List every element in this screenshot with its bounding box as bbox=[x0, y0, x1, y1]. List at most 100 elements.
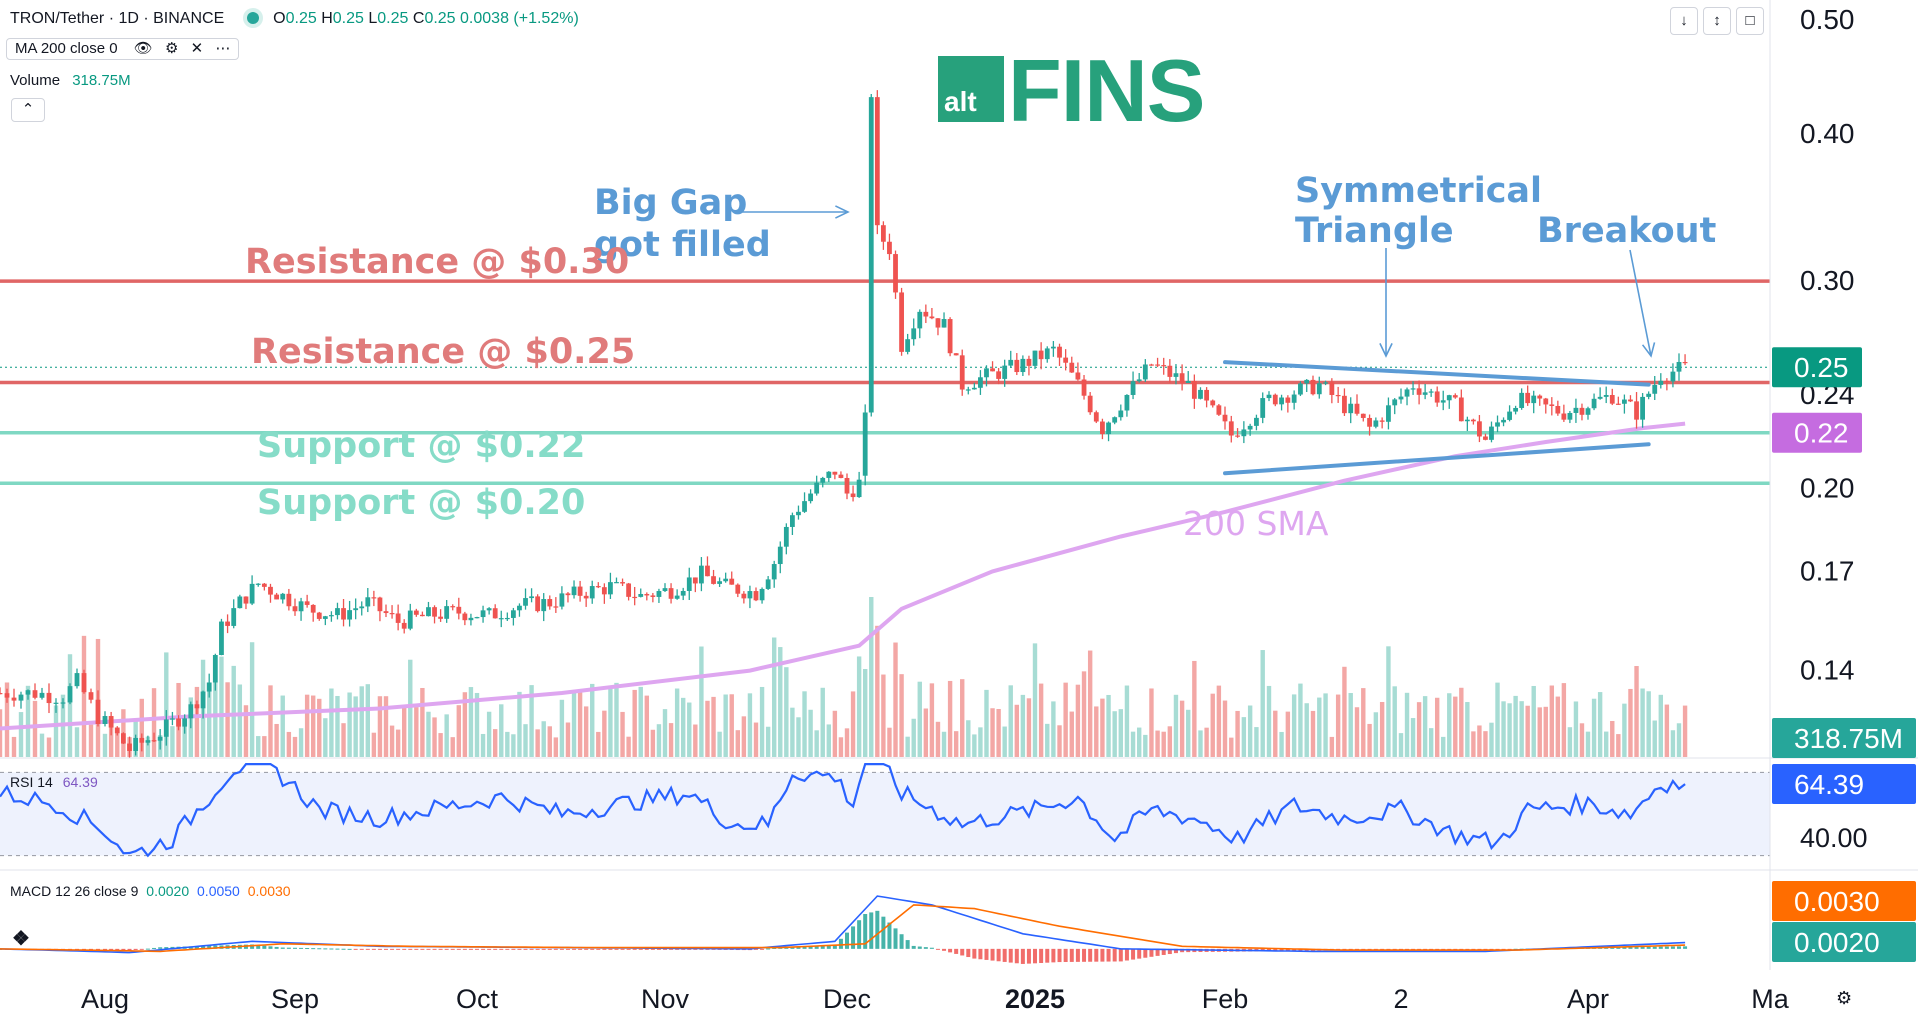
volume-bar bbox=[347, 692, 352, 757]
volume-bar bbox=[25, 685, 31, 757]
macd-histogram-bar bbox=[371, 948, 376, 950]
candle-body bbox=[1161, 365, 1167, 367]
ma-indicator-chip[interactable]: MA 200 close 0 👁 ⚙ ✕ ⋯ bbox=[6, 38, 240, 60]
candle bbox=[1477, 415, 1482, 443]
candle-body bbox=[1416, 388, 1422, 395]
volume-bar bbox=[74, 727, 80, 757]
candle-body bbox=[255, 583, 261, 585]
candle-body bbox=[377, 597, 383, 612]
candle bbox=[1670, 363, 1676, 388]
time-tick-label: Nov bbox=[641, 984, 690, 1014]
macd-histogram-bar bbox=[802, 946, 807, 949]
candle-body bbox=[474, 617, 480, 619]
volume-bar bbox=[1063, 682, 1068, 757]
candle-body bbox=[249, 583, 255, 604]
candle bbox=[1254, 414, 1259, 431]
volume-bar bbox=[966, 720, 971, 757]
candle-body bbox=[553, 606, 559, 608]
macd-histogram-bar bbox=[426, 948, 431, 950]
volume-bar bbox=[1434, 697, 1440, 757]
macd-histogram-bar bbox=[347, 948, 352, 950]
candle bbox=[1634, 392, 1639, 429]
volume-bar bbox=[1453, 696, 1458, 757]
candle bbox=[1050, 341, 1056, 357]
volume-bar bbox=[735, 730, 740, 757]
macd-histogram-bar bbox=[390, 948, 395, 950]
candle bbox=[1513, 405, 1519, 415]
macd-histogram-bar bbox=[353, 948, 358, 950]
candle-body bbox=[638, 593, 644, 597]
candle-body bbox=[802, 501, 807, 512]
candle-body bbox=[832, 471, 838, 475]
volume-bar bbox=[1483, 731, 1488, 757]
macd-histogram-bar bbox=[911, 945, 916, 949]
gear-icon[interactable]: ⚙ bbox=[1836, 988, 1853, 1008]
gear-icon[interactable]: ⚙ bbox=[164, 40, 179, 57]
candle-body bbox=[39, 692, 45, 698]
volume-bar bbox=[1167, 726, 1173, 757]
arrow-down-icon[interactable]: ↓ bbox=[1670, 7, 1698, 35]
candle bbox=[832, 471, 838, 480]
volume-bar bbox=[1069, 711, 1074, 757]
volume-bar bbox=[1002, 726, 1007, 757]
volume-bar bbox=[972, 734, 977, 757]
volume-bar bbox=[164, 652, 169, 757]
volume-bar bbox=[862, 669, 868, 757]
candle-body bbox=[1398, 396, 1404, 400]
volume-bar bbox=[650, 729, 656, 757]
candle bbox=[1652, 375, 1658, 401]
candle-body bbox=[620, 582, 625, 584]
candle bbox=[1167, 359, 1173, 383]
candle bbox=[917, 309, 923, 339]
eye-icon[interactable]: 👁 bbox=[133, 40, 153, 57]
logo-big-text: FINS bbox=[1008, 41, 1205, 140]
macd-histogram-bar bbox=[547, 948, 552, 950]
macd-histogram-bar bbox=[1039, 948, 1044, 963]
candle bbox=[444, 600, 450, 623]
volume-bar bbox=[371, 732, 377, 757]
candle bbox=[1081, 375, 1087, 400]
candle-body bbox=[1404, 389, 1410, 397]
volume-bar bbox=[408, 659, 413, 757]
candle-body bbox=[261, 583, 267, 587]
candle-body bbox=[978, 377, 983, 388]
candle-body bbox=[188, 704, 194, 719]
volume-legend: Volume 318.75M bbox=[10, 72, 131, 89]
candle bbox=[1452, 393, 1458, 399]
candle-body bbox=[771, 564, 777, 580]
volume-bar bbox=[1658, 694, 1663, 757]
candle-body bbox=[1081, 379, 1087, 396]
volume-bar bbox=[194, 686, 200, 757]
price-badge-bg bbox=[1772, 347, 1862, 388]
close-icon[interactable]: ✕ bbox=[190, 40, 204, 57]
volume-bar bbox=[565, 722, 571, 757]
more-icon[interactable]: ⋯ bbox=[215, 40, 231, 57]
macd-histogram-bar bbox=[1683, 946, 1688, 949]
candle-body bbox=[401, 622, 407, 629]
candle bbox=[1173, 364, 1179, 385]
candle bbox=[438, 609, 443, 622]
candle bbox=[286, 588, 292, 611]
candle bbox=[322, 615, 328, 626]
volume-bar bbox=[1622, 703, 1627, 757]
volume-bars bbox=[0, 597, 1688, 757]
candle-body bbox=[1106, 422, 1111, 435]
volume-bar bbox=[1447, 693, 1452, 757]
candle-body bbox=[492, 608, 498, 619]
macd-histogram-bar bbox=[268, 946, 273, 949]
candle bbox=[1204, 387, 1210, 408]
candle bbox=[1310, 375, 1316, 396]
chevron-up-icon[interactable]: ⌃ bbox=[11, 98, 45, 122]
candle bbox=[182, 714, 188, 734]
maximize-icon[interactable]: □ bbox=[1736, 7, 1764, 35]
volume-bar bbox=[1051, 701, 1056, 757]
candle-body bbox=[1682, 361, 1688, 364]
time-tick-label: 2 bbox=[1393, 984, 1408, 1014]
candle-body bbox=[668, 588, 674, 599]
volume-bar bbox=[723, 694, 728, 757]
collapse-icon[interactable]: ↕ bbox=[1703, 7, 1731, 35]
candle bbox=[1609, 388, 1615, 406]
candle bbox=[1640, 393, 1645, 428]
volume-bar bbox=[1501, 701, 1506, 757]
